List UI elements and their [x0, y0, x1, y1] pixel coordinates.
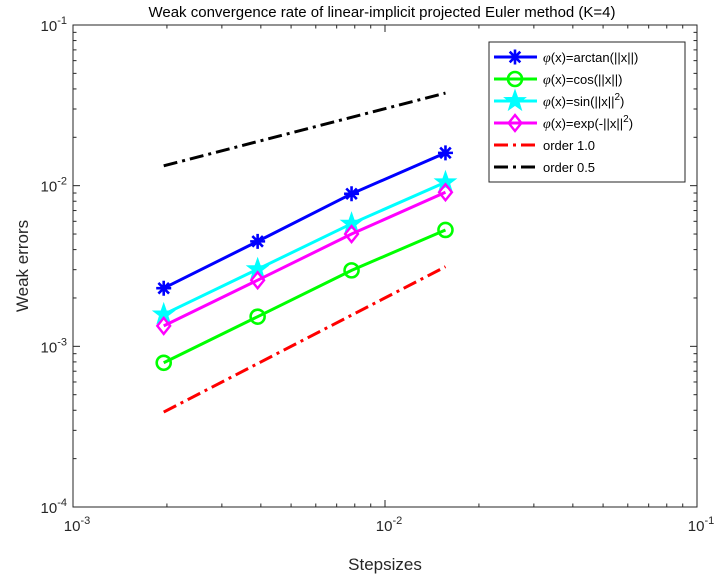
data-point-0-3 — [437, 145, 453, 161]
legend: φ(x)=arctan(||x||) φ(x)=cos(||x||) φ(x)=si… — [488, 41, 686, 183]
series-line-2 — [163, 180, 447, 316]
x-tick-label-2: 10-1 — [688, 515, 714, 535]
data-point-2-2 — [339, 211, 364, 234]
legend-marker-2 — [503, 88, 527, 112]
series-line-5 — [163, 91, 446, 168]
legend-label-1: φ(x)=cos(||x||) — [543, 72, 622, 88]
chart-title: Weak convergence rate of linear-implicit… — [148, 4, 615, 21]
data-point-0-0 — [156, 280, 172, 296]
y-tick-label-1: 10-3 — [41, 336, 67, 356]
y-axis-label: Weak errors — [13, 220, 32, 312]
series-line-4 — [163, 265, 447, 414]
y-tick-label-0: 10-4 — [41, 497, 67, 517]
y-tick-label-2: 10-2 — [41, 176, 67, 196]
legend-label-0: φ(x)=arctan(||x||) — [543, 50, 638, 66]
data-point-3-3 — [437, 182, 454, 203]
data-point-1-1 — [249, 308, 266, 325]
legend-label-2: φ(x)=sin(||x||2) — [543, 92, 624, 110]
x-axis-label: Stepsizes — [348, 555, 422, 574]
data-point-3-1 — [249, 270, 266, 291]
data-point-1-3 — [437, 221, 454, 239]
series-5 — [163, 91, 446, 168]
series-3 — [155, 182, 454, 336]
data-point-2-3 — [433, 169, 458, 193]
legend-marker-0 — [507, 49, 523, 65]
data-point-3-0 — [155, 315, 172, 336]
series-layer — [151, 91, 458, 414]
tick-label-layer: 10-3 10-2 10-110-410-310-210-1 — [41, 15, 714, 535]
legend-label-5: order 0.5 — [543, 160, 595, 175]
legend-label-4: order 1.0 — [543, 138, 595, 153]
series-line-3 — [163, 190, 447, 328]
series-0 — [156, 145, 453, 296]
series-line-1 — [163, 228, 447, 365]
series-line-0 — [163, 151, 447, 290]
x-tick-label-0: 10-3 — [64, 515, 90, 535]
series-4 — [163, 265, 447, 414]
legend-marker-3 — [507, 113, 523, 133]
data-point-3-2 — [343, 224, 360, 244]
series-1 — [155, 221, 454, 372]
data-point-0-1 — [250, 233, 266, 249]
y-tick-label-3: 10-1 — [41, 15, 67, 35]
data-point-1-0 — [155, 354, 173, 372]
data-point-1-2 — [343, 262, 360, 279]
data-point-0-2 — [344, 186, 360, 202]
legend-label-3: φ(x)=exp(-||x||2) — [543, 114, 633, 132]
axes-layer — [72, 24, 698, 508]
legend-box — [488, 41, 686, 183]
legend-marker-1 — [506, 70, 524, 88]
x-tick-label-1: 10-2 — [376, 515, 402, 535]
